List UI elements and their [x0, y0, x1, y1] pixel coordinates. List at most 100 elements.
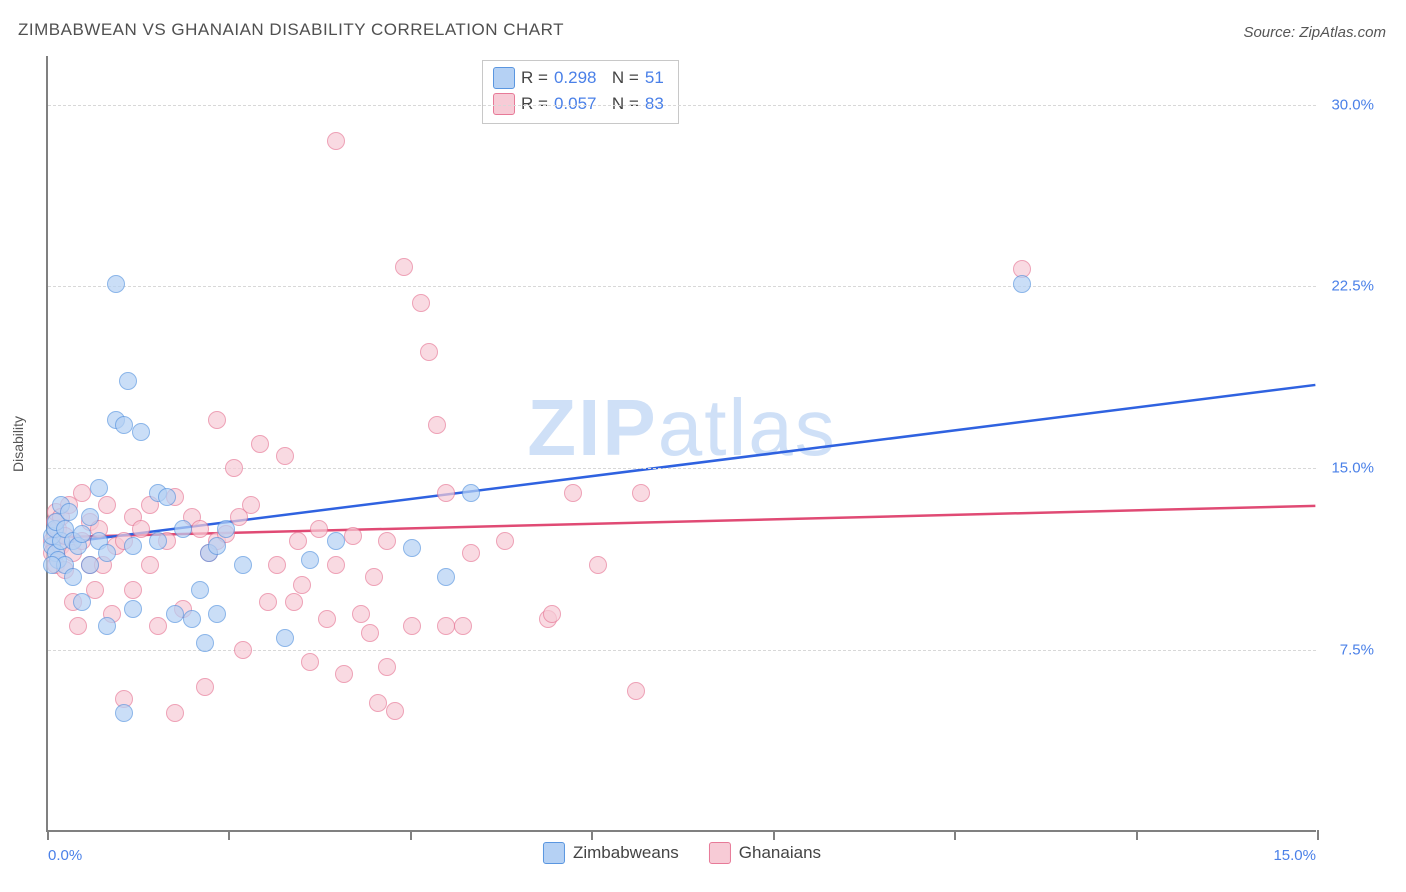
- scatter-point-blue: [208, 537, 226, 555]
- scatter-point-pink: [428, 416, 446, 434]
- scatter-point-blue: [166, 605, 184, 623]
- scatter-point-pink: [196, 678, 214, 696]
- x-tick: [954, 830, 956, 840]
- scatter-point-pink: [420, 343, 438, 361]
- scatter-point-pink: [386, 702, 404, 720]
- scatter-point-blue: [276, 629, 294, 647]
- scatter-point-pink: [191, 520, 209, 538]
- y-tick-label: 7.5%: [1340, 642, 1374, 659]
- trendlines-svg: [48, 56, 1316, 830]
- legend-label-pink: Ghanaians: [739, 843, 821, 863]
- x-tick: [228, 830, 230, 840]
- scatter-point-pink: [462, 544, 480, 562]
- scatter-point-pink: [285, 593, 303, 611]
- scatter-point-pink: [132, 520, 150, 538]
- scatter-point-pink: [378, 532, 396, 550]
- scatter-point-pink: [98, 496, 116, 514]
- scatter-point-pink: [365, 568, 383, 586]
- y-tick-label: 30.0%: [1331, 96, 1374, 113]
- x-tick-label: 0.0%: [48, 847, 82, 864]
- scatter-point-blue: [149, 532, 167, 550]
- scatter-point-pink: [268, 556, 286, 574]
- scatter-point-pink: [69, 617, 87, 635]
- scatter-point-blue: [208, 605, 226, 623]
- scatter-point-pink: [234, 641, 252, 659]
- chart-title: ZIMBABWEAN VS GHANAIAN DISABILITY CORREL…: [18, 20, 564, 40]
- scatter-point-pink: [310, 520, 328, 538]
- scatter-point-pink: [327, 132, 345, 150]
- scatter-point-pink: [335, 665, 353, 683]
- x-tick: [773, 830, 775, 840]
- scatter-point-blue: [98, 617, 116, 635]
- scatter-point-blue: [107, 275, 125, 293]
- correlation-legend: R = 0.298 N = 51 R = 0.057 N = 83: [482, 60, 679, 124]
- scatter-point-blue: [174, 520, 192, 538]
- scatter-point-pink: [289, 532, 307, 550]
- scatter-point-blue: [132, 423, 150, 441]
- scatter-point-pink: [378, 658, 396, 676]
- legend-r-value-blue: 0.298: [554, 65, 597, 91]
- scatter-point-blue: [124, 537, 142, 555]
- scatter-point-pink: [166, 704, 184, 722]
- scatter-point-blue: [64, 568, 82, 586]
- scatter-point-pink: [301, 653, 319, 671]
- scatter-point-blue: [81, 508, 99, 526]
- scatter-point-pink: [361, 624, 379, 642]
- scatter-point-pink: [259, 593, 277, 611]
- scatter-point-blue: [73, 593, 91, 611]
- scatter-point-pink: [496, 532, 514, 550]
- watermark: ZIPatlas: [527, 382, 836, 474]
- legend-item-zimbabweans: Zimbabweans: [543, 842, 679, 864]
- scatter-point-blue: [217, 520, 235, 538]
- scatter-point-pink: [437, 484, 455, 502]
- scatter-point-pink: [632, 484, 650, 502]
- swatch-blue-icon: [493, 67, 515, 89]
- scatter-point-pink: [369, 694, 387, 712]
- y-axis-label: Disability: [10, 416, 26, 472]
- scatter-point-pink: [124, 581, 142, 599]
- watermark-bold: ZIP: [527, 383, 657, 472]
- swatch-blue-icon: [543, 842, 565, 864]
- scatter-point-pink: [141, 556, 159, 574]
- gridline-h: [48, 105, 1316, 106]
- scatter-point-blue: [124, 600, 142, 618]
- watermark-rest: atlas: [658, 383, 837, 472]
- scatter-point-pink: [276, 447, 294, 465]
- scatter-point-blue: [191, 581, 209, 599]
- scatter-point-blue: [60, 503, 78, 521]
- scatter-point-blue: [403, 539, 421, 557]
- scatter-point-blue: [1013, 275, 1031, 293]
- legend-row-blue: R = 0.298 N = 51: [493, 65, 664, 91]
- scatter-point-blue: [234, 556, 252, 574]
- scatter-point-pink: [225, 459, 243, 477]
- scatter-point-blue: [327, 532, 345, 550]
- scatter-point-pink: [251, 435, 269, 453]
- legend-label-blue: Zimbabweans: [573, 843, 679, 863]
- scatter-point-pink: [327, 556, 345, 574]
- scatter-point-pink: [437, 617, 455, 635]
- x-tick: [1317, 830, 1319, 840]
- scatter-point-pink: [454, 617, 472, 635]
- y-tick-label: 22.5%: [1331, 278, 1374, 295]
- x-tick-label: 15.0%: [1273, 847, 1316, 864]
- scatter-point-blue: [43, 556, 61, 574]
- plot-area: ZIPatlas R = 0.298 N = 51 R = 0.057 N = …: [46, 56, 1316, 832]
- scatter-point-pink: [543, 605, 561, 623]
- gridline-h: [48, 286, 1316, 287]
- scatter-point-blue: [115, 416, 133, 434]
- scatter-point-blue: [196, 634, 214, 652]
- scatter-point-blue: [115, 704, 133, 722]
- scatter-point-blue: [98, 544, 116, 562]
- scatter-point-pink: [395, 258, 413, 276]
- legend-n-symbol: N =: [602, 65, 638, 91]
- legend-item-ghanaians: Ghanaians: [709, 842, 821, 864]
- scatter-point-pink: [412, 294, 430, 312]
- scatter-point-pink: [73, 484, 91, 502]
- scatter-point-blue: [73, 525, 91, 543]
- scatter-point-pink: [149, 617, 167, 635]
- series-legend: Zimbabweans Ghanaians: [543, 842, 821, 864]
- scatter-point-blue: [158, 488, 176, 506]
- scatter-point-blue: [462, 484, 480, 502]
- x-tick: [1136, 830, 1138, 840]
- x-tick: [410, 830, 412, 840]
